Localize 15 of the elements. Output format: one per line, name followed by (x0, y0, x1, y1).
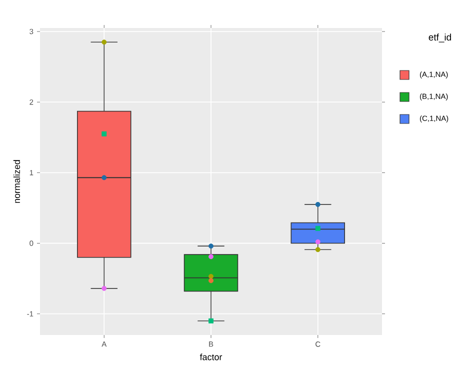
point (315, 226, 320, 231)
legend-title: etf_id (428, 34, 451, 42)
point (208, 318, 214, 324)
point (315, 202, 320, 207)
point (315, 247, 320, 252)
point (315, 239, 320, 244)
point (208, 244, 214, 249)
point (102, 40, 107, 45)
point (102, 175, 107, 180)
point (102, 286, 107, 291)
point (102, 131, 107, 136)
point (208, 254, 214, 260)
point (208, 274, 214, 279)
y-axis-title: normalized (13, 160, 20, 203)
x-axis-title: factor (200, 354, 222, 360)
